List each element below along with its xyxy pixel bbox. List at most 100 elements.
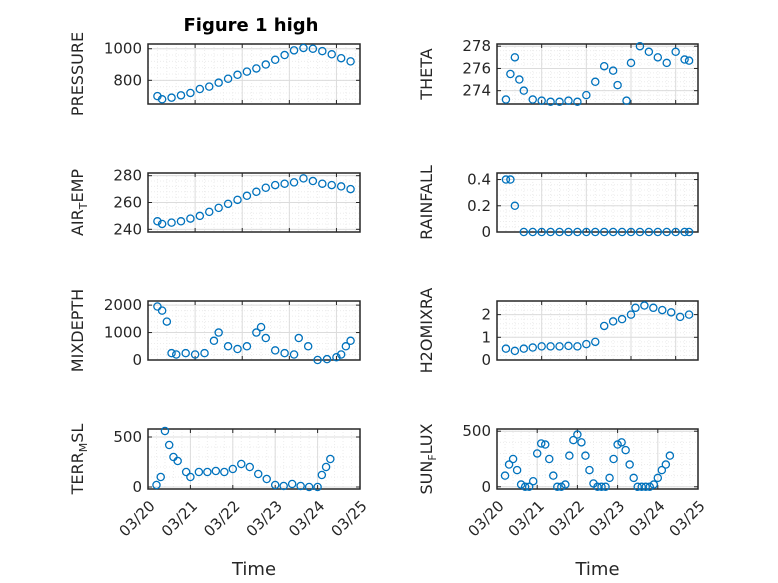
terr-msl-point bbox=[164, 440, 174, 450]
x-tick-label: 03/25 bbox=[327, 497, 370, 540]
mixdepth-point bbox=[270, 346, 280, 355]
sun-flux-point bbox=[545, 454, 554, 464]
sun-flux-point bbox=[512, 465, 522, 475]
h2omixra-point bbox=[617, 314, 627, 324]
rainfall-point bbox=[519, 227, 529, 237]
air-temp-point bbox=[157, 219, 167, 229]
sun-flux-point bbox=[637, 482, 646, 492]
y-tick-label: 278 bbox=[462, 37, 491, 55]
terr-msl-point bbox=[173, 456, 182, 466]
terr-msl-point bbox=[313, 482, 322, 492]
rainfall-point bbox=[608, 227, 618, 237]
theta-point bbox=[510, 53, 520, 62]
mixdepth-point bbox=[209, 336, 219, 346]
terr-msl-point bbox=[245, 462, 255, 472]
h2omixra-point bbox=[675, 312, 685, 322]
rainfall-point bbox=[671, 227, 680, 237]
sun-flux-point bbox=[524, 482, 534, 492]
theta-point bbox=[546, 97, 555, 107]
rainfall-point bbox=[510, 201, 520, 211]
h2omixra-point bbox=[564, 341, 573, 351]
rainfall-point bbox=[573, 227, 582, 237]
y-tick-label: 240 bbox=[113, 220, 142, 238]
mixdepth-point bbox=[190, 350, 200, 359]
sun-flux-point bbox=[657, 465, 667, 475]
pressure-ylabel: PRESSURE bbox=[68, 32, 87, 116]
sun-flux-point bbox=[661, 460, 671, 469]
air-temp-point bbox=[346, 184, 355, 194]
mixdepth-point bbox=[181, 348, 190, 358]
theta-point bbox=[684, 56, 694, 65]
h2omixra-point bbox=[528, 343, 537, 352]
sun-flux-point bbox=[528, 476, 538, 486]
x-tick-label: 03/25 bbox=[665, 497, 708, 540]
mixdepth-point bbox=[223, 342, 233, 351]
sun-flux-point bbox=[520, 482, 530, 492]
pressure-point bbox=[346, 57, 355, 66]
sun-flux-point bbox=[565, 451, 574, 460]
terr-msl-point bbox=[321, 462, 331, 472]
h2omixra-point bbox=[591, 337, 600, 347]
sun-flux-point bbox=[561, 480, 570, 489]
rainfall-point bbox=[653, 227, 663, 237]
y-tick-label: 500 bbox=[113, 428, 142, 446]
air-temp-point bbox=[167, 218, 176, 227]
theta-point bbox=[662, 58, 671, 68]
sun-flux-point bbox=[641, 482, 650, 492]
mixdepth-point bbox=[332, 353, 341, 362]
air-temp-point bbox=[195, 211, 205, 221]
h2omixra-point bbox=[684, 310, 694, 319]
h2omixra-plot: 0 1 2 H2OMIXRA bbox=[417, 288, 699, 373]
sun-flux-point bbox=[633, 482, 642, 492]
sun-flux-point bbox=[625, 460, 634, 469]
pressure-point bbox=[167, 93, 176, 102]
sun-flux-point bbox=[532, 449, 542, 458]
air-temp-point bbox=[289, 178, 299, 187]
theta-point bbox=[591, 77, 600, 87]
h2omixra-point bbox=[555, 342, 564, 351]
rainfall-axes-box bbox=[496, 172, 699, 233]
pressure-point bbox=[252, 64, 261, 73]
x-tick-label: 03/24 bbox=[625, 497, 668, 540]
terr-msl-point bbox=[203, 467, 212, 477]
rainfall-point bbox=[644, 227, 654, 237]
terr-msl-point bbox=[237, 459, 246, 469]
air-temp-point bbox=[186, 214, 195, 223]
rainfall-point bbox=[662, 227, 671, 237]
rainfall-point bbox=[617, 227, 627, 237]
sun-flux-point bbox=[500, 471, 510, 480]
y-tick-label: 800 bbox=[113, 71, 142, 89]
y-tick-label: 280 bbox=[113, 167, 142, 185]
sun-flux-xlabel: Time bbox=[574, 559, 619, 580]
h2omixra-point bbox=[599, 321, 609, 331]
pressure-point bbox=[242, 67, 252, 76]
x-tick-label: 03/20 bbox=[464, 497, 507, 540]
pressure-point bbox=[327, 50, 336, 59]
rainfall-plot: 0 0.2 0.4 RAINFALL bbox=[417, 165, 699, 241]
terr-msl-xlabel: Time bbox=[231, 559, 276, 580]
x-tick-label: 03/23 bbox=[585, 497, 628, 540]
mixdepth-point bbox=[242, 342, 252, 351]
air-temp-point bbox=[261, 183, 271, 192]
pressure-point bbox=[157, 95, 167, 104]
terr-msl-point bbox=[186, 472, 195, 482]
pressure-point bbox=[186, 88, 195, 98]
air-temp-point bbox=[270, 180, 280, 190]
h2omixra-point bbox=[546, 342, 555, 351]
mixdepth-point bbox=[346, 336, 355, 346]
theta-point bbox=[671, 47, 680, 57]
terr-msl-point bbox=[228, 464, 238, 474]
x-tick-label: 03/20 bbox=[115, 497, 158, 540]
mixdepth-point bbox=[200, 348, 209, 358]
air-temp-point bbox=[176, 217, 186, 226]
terr-msl-point bbox=[296, 481, 305, 491]
pressure-point bbox=[280, 50, 289, 60]
air-temp-point bbox=[223, 199, 233, 209]
theta-ylabel: THETA bbox=[417, 48, 436, 100]
mixdepth-point bbox=[280, 348, 289, 358]
y-tick-label: 276 bbox=[462, 59, 491, 77]
mixdepth-point bbox=[303, 342, 313, 351]
sun-flux-point bbox=[585, 465, 594, 475]
y-tick-label: 0 bbox=[132, 351, 142, 369]
